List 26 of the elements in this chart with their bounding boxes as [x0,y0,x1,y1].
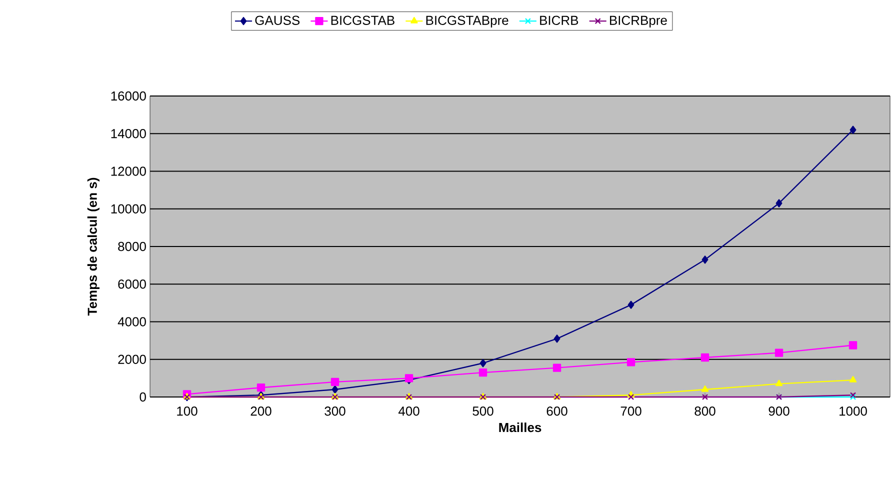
y-tick-label: 16000 [111,91,146,101]
y-tick-label: 6000 [118,280,146,289]
x-tick-label: 500 [472,406,494,416]
y-tick-label: 2000 [118,354,146,364]
x-tick-label: 700 [620,406,642,416]
legend-label: BICGSTAB [331,16,394,25]
x-tick-label: 200 [250,406,272,416]
x-tick-label: 600 [546,406,568,416]
x-axis-title: Mailles [499,422,542,432]
x-tick-label: 1000 [840,406,867,416]
legend-label: GAUSS [255,16,300,25]
y-tick-label: 4000 [118,317,146,326]
y-tick-label: 12000 [111,166,146,176]
y-tick-label: 14000 [111,129,146,138]
x-tick-label: 100 [177,406,198,416]
y-tick-label: 10000 [111,204,146,214]
legend-label: BICGSTABpre [426,16,508,28]
legend-label: BICRBpre [610,16,667,28]
y-tick-label: 8000 [118,242,146,252]
legend-label: BICRB [540,16,578,25]
x-tick-label: 800 [694,406,716,416]
x-tick-label: 400 [398,406,420,416]
x-tick-label: 300 [324,406,346,416]
y-axis-title: Temps de calcul (en s) [87,178,100,316]
y-tick-label: 0 [140,392,146,402]
x-tick-label: 900 [768,406,790,416]
